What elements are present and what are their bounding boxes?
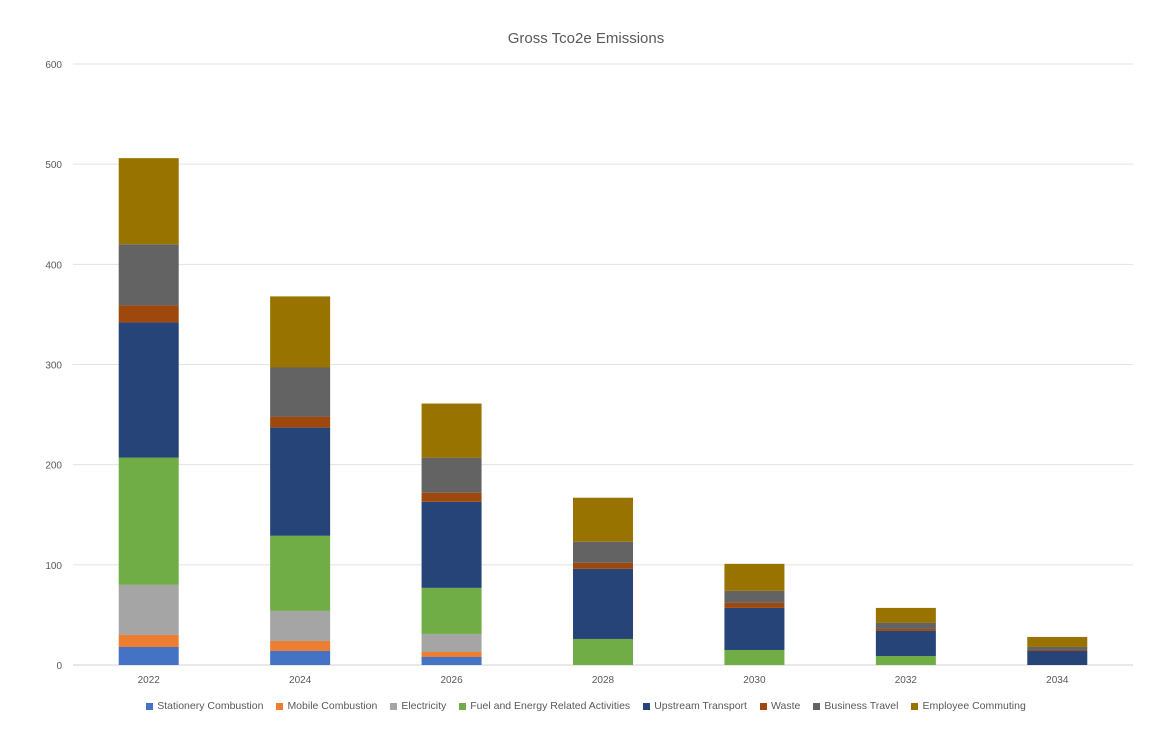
bar-segment	[573, 497, 633, 542]
bar-segment	[421, 403, 482, 458]
bar-segment	[421, 587, 482, 634]
bar-segment	[118, 158, 179, 245]
bar-segment	[421, 501, 482, 588]
bar-segment	[421, 651, 482, 657]
bar-segment	[1027, 649, 1088, 651]
bar-segment	[875, 607, 936, 623]
y-tick-label: 100	[45, 561, 62, 572]
bar-segment	[118, 646, 179, 665]
bar-segment	[573, 638, 633, 665]
bar-segment	[118, 634, 179, 647]
bar-segment	[1027, 636, 1088, 647]
bar-segment	[724, 649, 785, 665]
legend-label: Employee Commuting	[922, 700, 1026, 712]
bar-segment	[421, 656, 482, 665]
legend-item: Stationery Combustion	[146, 700, 263, 712]
legend-swatch	[146, 702, 154, 710]
bar-segment	[875, 622, 936, 629]
legend-label: Waste	[770, 700, 801, 712]
legend-item: Fuel and Energy Related Activities	[459, 700, 630, 712]
chart-title: Gross Tco2e Emissions	[507, 30, 665, 47]
bar-segment	[270, 296, 331, 368]
legend-swatch	[276, 702, 284, 710]
bar-segment	[724, 607, 785, 650]
bar-segment	[118, 244, 179, 306]
x-tick-label: 2032	[895, 675, 918, 686]
bar-segment	[573, 562, 633, 569]
bar-segment	[573, 541, 633, 563]
legend-item: Mobile Combustion	[276, 700, 377, 712]
legend-label: Mobile Combustion	[287, 700, 378, 712]
bar-segment	[421, 457, 482, 493]
y-tick-label: 600	[45, 60, 62, 71]
bar-segment	[875, 628, 936, 631]
bar-segment	[270, 367, 331, 417]
bar-segment	[118, 305, 179, 323]
bar-segment	[270, 650, 331, 665]
bar-segment	[270, 535, 331, 611]
legend-swatch	[643, 702, 651, 710]
bar-segment	[421, 492, 482, 502]
legend-item: Electricity	[390, 700, 446, 712]
y-tick-label: 500	[45, 160, 62, 171]
x-tick-label: 2026	[440, 675, 463, 686]
bar-segment	[270, 427, 331, 536]
y-tick-label: 400	[45, 260, 62, 271]
bar-segment	[270, 610, 331, 641]
x-tick-label: 2024	[289, 675, 312, 686]
bar-segment	[573, 568, 633, 639]
chart-legend: Stationery Combustion Mobile Combustion El…	[0, 700, 1172, 712]
bar-segment	[118, 322, 179, 458]
legend-label: Fuel and Energy Related Activities	[470, 700, 631, 712]
bar-segment	[724, 590, 785, 603]
y-tick-label: 300	[45, 361, 62, 372]
bar-segment	[270, 416, 331, 428]
legend-swatch	[813, 702, 821, 710]
legend-label: Business Travel	[824, 700, 899, 712]
legend-label: Stationery Combustion	[157, 700, 264, 712]
bar-segment	[118, 457, 179, 585]
x-tick-label: 2028	[592, 675, 615, 686]
bar-segment	[875, 630, 936, 656]
legend-swatch	[459, 702, 467, 710]
legend-item: Employee Commuting	[911, 700, 1026, 712]
legend-swatch	[911, 702, 919, 710]
bar-segment	[1027, 646, 1088, 650]
y-tick-label: 0	[56, 661, 62, 672]
legend-label: Upstream Transport	[654, 700, 747, 712]
legend-swatch	[759, 702, 767, 710]
legend-item: Upstream Transport	[643, 700, 747, 712]
x-tick-label: 2034	[1046, 675, 1069, 686]
bar-segment	[421, 633, 482, 652]
bar-segment	[724, 563, 785, 591]
legend-item: Business Travel	[813, 700, 898, 712]
x-tick-label: 2022	[138, 675, 161, 686]
x-tick-label: 2030	[743, 675, 766, 686]
bar-segment	[1027, 650, 1088, 665]
bar-segment	[270, 640, 331, 651]
legend-swatch	[390, 702, 398, 710]
y-tick-label: 200	[45, 461, 62, 472]
legend-label: Electricity	[401, 700, 447, 712]
bar-segment	[875, 655, 936, 665]
legend-item: Waste	[759, 700, 801, 712]
bar-segment	[118, 584, 179, 635]
bar-segment	[724, 602, 785, 608]
